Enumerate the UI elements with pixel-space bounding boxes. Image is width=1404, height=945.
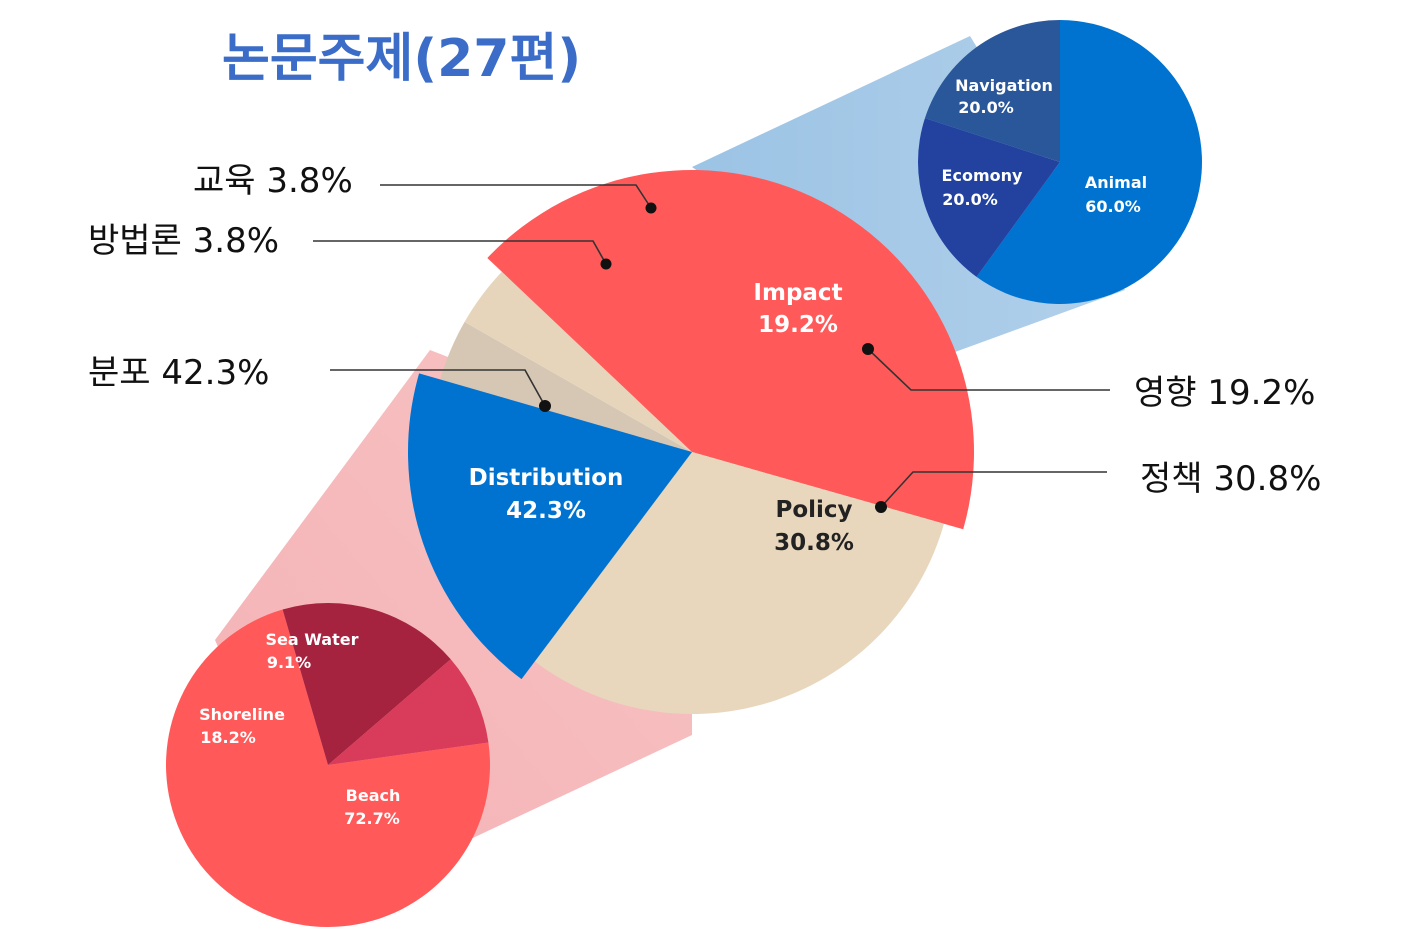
main-slice-education [440,321,692,452]
impact-slice-animal [976,20,1202,304]
ecomony-pct: 20.0% [942,190,998,209]
education-leader-line [380,184,652,209]
navigation-pct: 20.0% [958,98,1014,117]
beach-pct: 72.7% [344,809,400,828]
main-slice-methodology [464,271,692,452]
impact-leader-line [867,348,1110,391]
impact-label: 영향 19.2% [1134,373,1315,413]
main-slice-impact [407,373,692,680]
main-pie [407,169,975,715]
policy-leader-dot [875,501,887,513]
distribution-sub-pie [165,603,490,928]
distribution-slice-sea-water [328,659,489,765]
distribution-slice-shoreline [282,603,451,765]
education-leader-dot [645,202,657,214]
animal-pct: 60.0% [1085,197,1141,216]
main-slice-policy [534,452,944,715]
policy-leader-line [880,471,1107,508]
distribution-inner-pct: 42.3% [506,498,586,524]
ecomony-label: Ecomony [942,166,1023,185]
distribution-slice-beach [165,609,490,928]
beach-label: Beach [346,786,401,805]
sea-water-label: Sea Water [265,630,358,649]
navigation-label: Navigation [955,76,1053,95]
distribution-leader-line [330,369,546,407]
methodology-leader-line [313,240,607,265]
impact-inner-label: Impact [753,280,842,306]
impact-sub-pie [917,20,1202,304]
methodology-leader-dot [600,258,612,270]
impact-slice-navigation [924,20,1060,162]
shoreline-pct: 18.2% [200,728,256,747]
policy-inner-label: Policy [775,497,852,523]
sea-water-pct: 9.1% [267,653,311,672]
distribution-inner-label: Distribution [469,465,624,491]
education-label: 교육 3.8% [193,161,353,201]
policy-label: 정책 30.8% [1140,459,1321,499]
impact-slice-ecomony [917,118,1060,277]
chart-title: 논문주제(27편) [222,29,581,89]
distribution-label: 분포 42.3% [88,353,269,393]
distribution-leader-dot [539,400,551,412]
impact-leader-dot [862,343,874,355]
impact-inner-pct: 19.2% [758,312,838,338]
shoreline-label: Shoreline [199,705,285,724]
methodology-label: 방법론 3.8% [88,221,279,261]
animal-label: Animal [1085,173,1147,192]
policy-inner-pct: 30.8% [774,530,854,556]
